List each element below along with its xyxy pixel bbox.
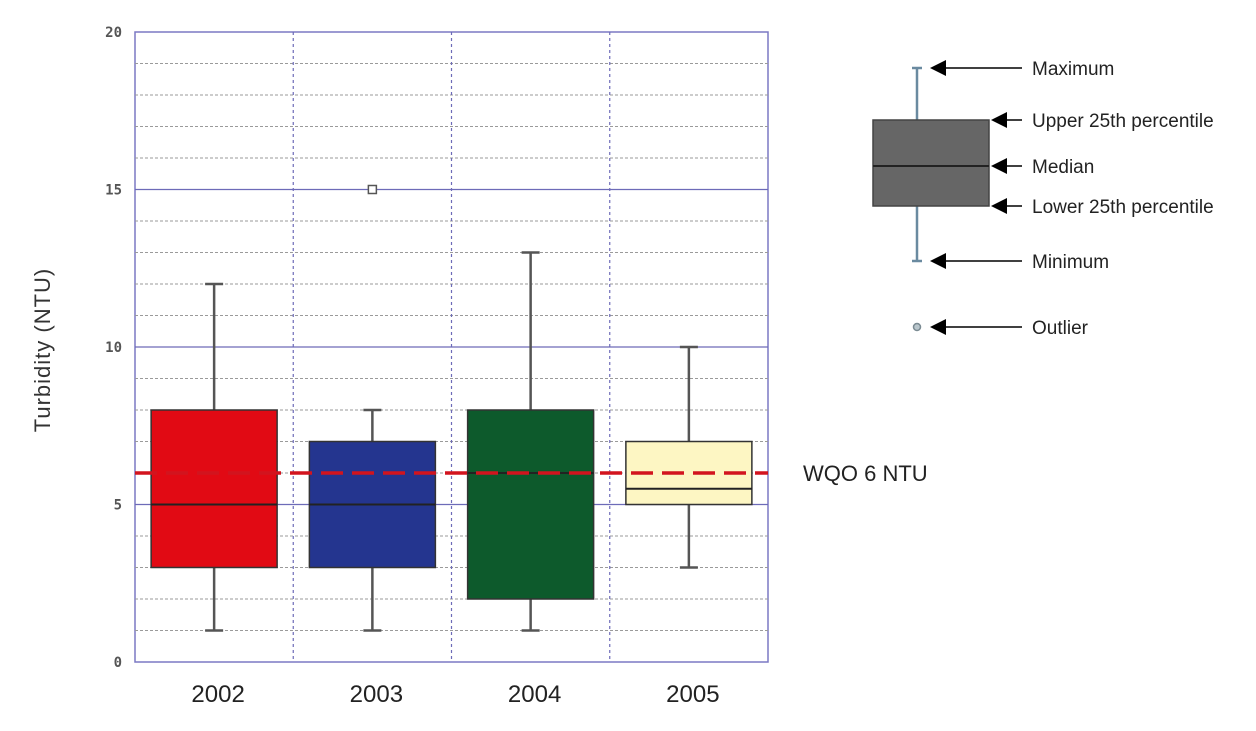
legend-outlier-point — [912, 322, 922, 332]
box-2004 — [466, 251, 595, 632]
legend-item-max: Maximum — [930, 59, 1114, 80]
x-category-label: 2003 — [350, 681, 403, 708]
legend-arrow-head — [991, 112, 1007, 128]
y-tick-labels: 0 5 10 15 20 — [105, 25, 122, 671]
y-tick-label: 20 — [105, 25, 122, 41]
legend-label: Maximum — [1032, 59, 1114, 80]
outlier-point — [367, 184, 378, 195]
legend: Maximum Upper 25th percentile Median Lower … — [872, 59, 1214, 339]
legend-label: Lower 25th percentile — [1032, 197, 1214, 218]
legend-label: Outlier — [1032, 318, 1089, 339]
legend-item-min: Minimum — [930, 252, 1109, 273]
y-tick-label: 15 — [105, 183, 122, 199]
x-category-labels: 2002 2003 2004 2005 — [191, 681, 719, 708]
box-series — [150, 184, 753, 632]
legend-label: Median — [1032, 157, 1094, 178]
legend-item-q3: Upper 25th percentile — [991, 111, 1214, 132]
legend-label: Minimum — [1032, 252, 1109, 273]
legend-item-q1: Lower 25th percentile — [991, 197, 1214, 218]
legend-label: Upper 25th percentile — [1032, 111, 1214, 132]
box-2003 — [308, 184, 437, 632]
legend-arrow-head — [991, 198, 1007, 214]
wqo-reference-label: WQO 6 NTU — [803, 461, 928, 486]
box-iqr — [466, 409, 595, 600]
x-category-label: 2005 — [666, 681, 719, 708]
reference-line-group: WQO 6 NTU — [135, 461, 928, 486]
legend-item-outlier: Outlier — [930, 318, 1089, 339]
x-category-label: 2002 — [191, 681, 244, 708]
legend-arrow-head — [930, 60, 946, 76]
legend-arrow-head — [991, 158, 1007, 174]
legend-box — [872, 119, 990, 207]
legend-item-median: Median — [991, 157, 1094, 178]
y-tick-label: 0 — [114, 655, 122, 671]
box-iqr — [150, 409, 278, 569]
x-category-label: 2004 — [508, 681, 561, 708]
legend-arrow-head — [930, 253, 946, 269]
y-axis-label: Turbidity (NTU) — [30, 268, 55, 433]
y-tick-label: 5 — [114, 498, 122, 514]
y-tick-label: 10 — [105, 340, 122, 356]
box-2002 — [150, 282, 278, 632]
legend-arrow-head — [930, 319, 946, 335]
